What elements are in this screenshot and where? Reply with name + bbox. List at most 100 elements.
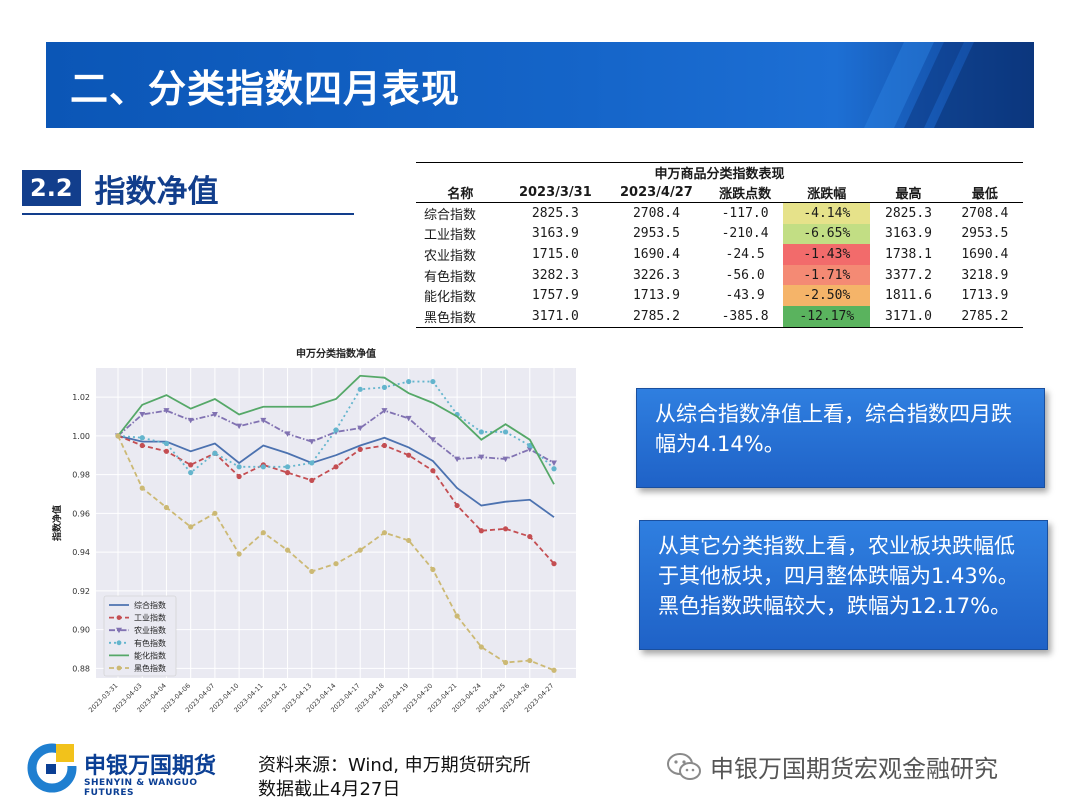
value-mar31: 2825.3 (531, 205, 579, 221)
data-point (454, 456, 461, 463)
legend-label: 黑色指数 (134, 663, 166, 673)
data-point (381, 384, 388, 390)
data-point (188, 524, 194, 530)
company-logo: 申银万国期货 SHENYIN & WANGUO FUTURES (26, 742, 236, 802)
column-header: 涨跌幅 (783, 182, 871, 203)
data-point (187, 417, 194, 424)
legend-marker (116, 665, 122, 671)
low-value: 1690.4 (961, 246, 1009, 262)
change-percent: -1.43% (783, 244, 871, 265)
section-number: 2.2 (22, 170, 81, 206)
y-tick-label: 0.90 (72, 626, 90, 635)
column-header: 2023/3/31 (504, 182, 606, 203)
high-value: 3377.2 (885, 267, 932, 283)
value-apr27: 3226.3 (632, 267, 680, 283)
data-point (502, 526, 509, 532)
source-line: 资料来源：Wind, 申万期货研究所 (258, 755, 531, 776)
data-point (502, 456, 509, 463)
data-point (284, 470, 291, 476)
data-point (551, 460, 557, 466)
legend-label: 综合指数 (134, 600, 166, 610)
y-tick-label: 0.92 (72, 587, 90, 596)
data-point (429, 437, 436, 443)
data-point (188, 470, 194, 476)
callout-sectors: 从其它分类指数上看，农业板块跌幅低于其他板块，四月整体跌幅为1.43%。黑色指数… (639, 520, 1048, 650)
page-title: 二、分类指数四月表现 (70, 67, 461, 111)
data-point (188, 462, 194, 468)
low-value: 1713.9 (961, 288, 1009, 304)
data-point (406, 452, 412, 458)
data-point (430, 566, 436, 573)
table-row: 黑色指数 3171.0 2785.2 -385.8 -12.17% 3171.0 2785.… (416, 305, 1023, 328)
data-point (309, 477, 315, 483)
low-value: 2708.4 (961, 205, 1009, 221)
table-row: 农业指数 1715.0 1690.4 -24.5 -1.43% 1738.1 1690.4 (416, 244, 1023, 265)
data-point (381, 530, 388, 536)
value-mar31: 3171.0 (504, 305, 606, 328)
data-point (551, 667, 557, 673)
y-tick-label: 1.02 (72, 393, 90, 402)
date-line: 数据截止4月27日 (258, 779, 401, 800)
value-mar31: 3282.3 (531, 267, 579, 283)
wechat-icon (667, 752, 701, 780)
name: 工业指数 (424, 228, 477, 244)
data-point (478, 429, 484, 435)
data-point (406, 537, 412, 544)
change-points: -56.0 (725, 267, 765, 283)
data-point (308, 439, 315, 445)
data-point (333, 561, 339, 567)
table-row: 能化指数 1757.9 1713.9 -43.9 -2.50% 1811.6 1713.9 (416, 285, 1023, 306)
table-row: 有色指数 3282.3 3226.3 -56.0 -1.71% 3377.2 3218.9 (416, 264, 1023, 286)
name: 农业指数 (424, 248, 477, 264)
data-point (212, 510, 218, 516)
data-point (212, 450, 218, 456)
data-point (236, 473, 242, 480)
name: 能化指数 (424, 290, 477, 306)
logo-english: SHENYIN & WANGUO FUTURES (84, 778, 198, 798)
column-header: 最高 (870, 182, 947, 203)
change-percent: -6.65% (783, 223, 871, 245)
legend-label: 能化指数 (134, 650, 166, 660)
data-point (406, 378, 412, 385)
data-point (115, 433, 121, 439)
low-value: 3218.9 (961, 267, 1009, 283)
data-point (502, 429, 509, 435)
y-tick-label: 0.88 (72, 664, 90, 673)
data-point (163, 440, 170, 447)
low-value: 2953.5 (961, 226, 1009, 242)
data-point (527, 657, 533, 664)
data-source: 资料来源：Wind, 申万期货研究所 数据截止4月27日 (258, 754, 531, 802)
data-point (260, 417, 267, 424)
data-point (163, 504, 170, 511)
data-point (260, 530, 266, 536)
legend-label: 工业指数 (134, 613, 166, 623)
data-point (139, 485, 145, 491)
legend-marker (116, 615, 122, 620)
data-point (357, 386, 363, 392)
column-header: 名称 (416, 182, 505, 203)
change-percent: -12.17% (783, 305, 871, 328)
data-point (357, 547, 363, 553)
wechat-name: 申银万国期货宏观金融研究 (710, 755, 998, 783)
y-tick-label: 0.94 (72, 548, 90, 557)
change-percent: -4.14% (783, 202, 871, 224)
data-point (430, 468, 436, 474)
table-row: 工业指数 3163.9 2953.5 -210.4 -6.65% 3163.9 2953.5 (416, 223, 1023, 245)
data-point (526, 446, 533, 453)
index-performance-table: 申万商品分类指数表现 名称 2023/3/31 2023/4/27 涨跌点数 涨… (416, 162, 1023, 328)
data-point (551, 466, 557, 472)
data-point (284, 464, 291, 470)
value-mar31: 1715.0 (531, 246, 579, 262)
name: 黑色指数 (416, 305, 505, 328)
high-value: 3163.9 (885, 226, 932, 242)
change-points: -43.9 (725, 288, 765, 304)
data-point (478, 454, 485, 461)
table-header-row: 名称 2023/3/31 2023/4/27 涨跌点数 涨跌幅 最高 最低 (416, 182, 1023, 203)
legend-label: 有色指数 (134, 638, 166, 648)
value-apr27: 2785.2 (605, 305, 707, 328)
value-mar31: 3163.9 (531, 226, 579, 242)
table-row: 综合指数 2825.3 2708.4 -117.0 -4.14% 2825.3 2708.4 (416, 202, 1023, 224)
section-underline (22, 213, 354, 215)
data-point (357, 446, 363, 452)
data-point (430, 378, 436, 385)
